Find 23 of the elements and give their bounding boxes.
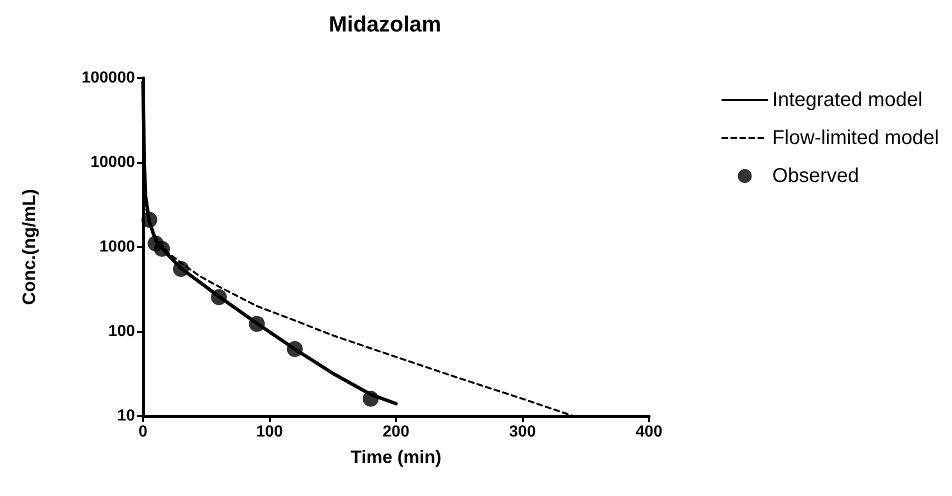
y-tick-label: 100 <box>108 323 136 340</box>
point <box>154 240 170 257</box>
y-tick-label: 100000 <box>82 70 136 86</box>
y-tick-label: 1000 <box>99 238 136 256</box>
x-tick-label: 400 <box>636 424 662 440</box>
point <box>286 341 303 358</box>
x-tick-label: 200 <box>382 424 410 440</box>
y-tick-label: 10 <box>117 408 136 424</box>
legend-label: Integrated model <box>772 89 922 111</box>
y-tick-label: 10000 <box>90 154 136 171</box>
point <box>172 260 189 277</box>
legend-label: Flow-limited model <box>772 127 940 149</box>
chart-title: Midazolam <box>328 12 442 36</box>
legend-label: Observed <box>772 165 860 187</box>
x-tick-label: 100 <box>256 424 283 440</box>
x-tick-label: 0 <box>138 424 148 440</box>
x-axis-title: Time (min) <box>350 447 442 467</box>
point <box>210 289 227 306</box>
point <box>248 316 265 332</box>
point <box>362 390 379 407</box>
x-tick-label: 300 <box>509 424 536 440</box>
y-axis-title: Conc.(ng/mL) <box>19 189 39 305</box>
point <box>141 212 158 228</box>
